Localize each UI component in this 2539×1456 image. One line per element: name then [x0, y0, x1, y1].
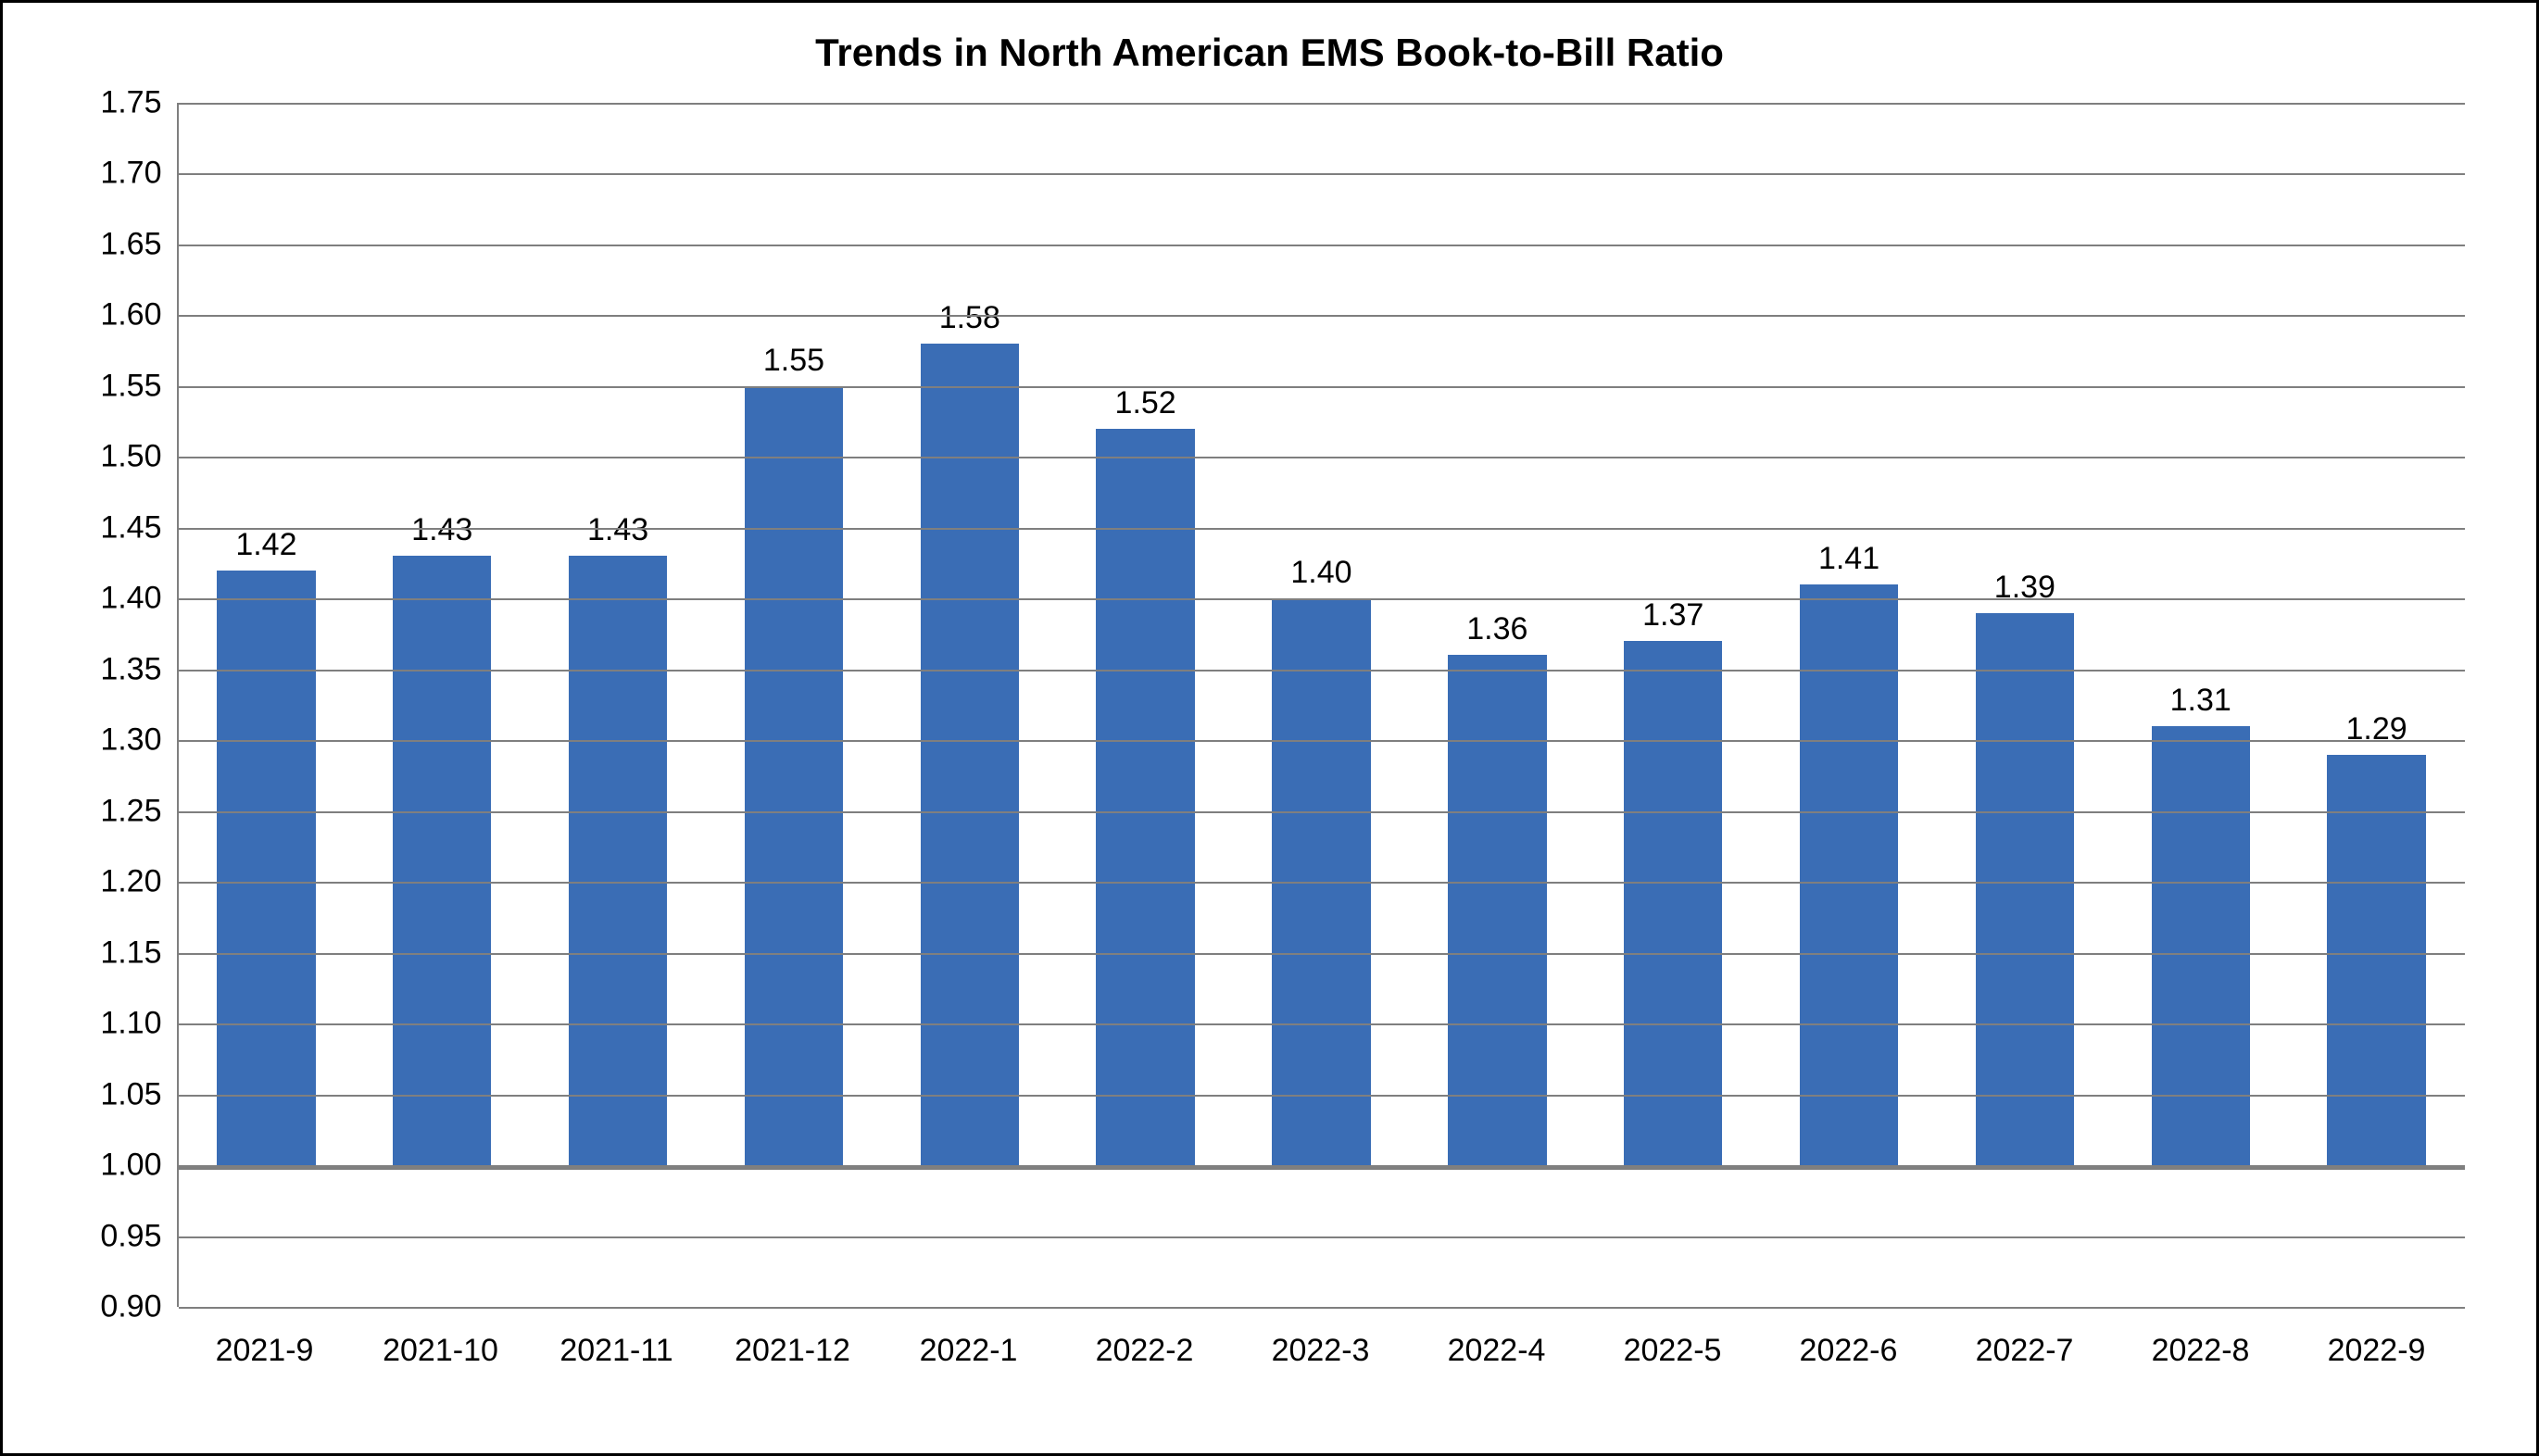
bar: 1.52: [1096, 429, 1194, 1165]
bar-value-label: 1.52: [1115, 385, 1176, 421]
x-tick-label: 2022-8: [2152, 1333, 2250, 1369]
gridline: [179, 598, 2465, 600]
bar-value-label: 1.43: [411, 512, 472, 548]
bar: 1.43: [393, 556, 491, 1165]
y-tick-label: 1.65: [100, 226, 161, 262]
x-tick-label: 2021-11: [559, 1333, 672, 1369]
x-tick-label: 2022-5: [1624, 1333, 1722, 1369]
y-tick-label: 1.55: [100, 368, 161, 404]
bars-row: 1.42 1.43 1.43 1.55 1.58 1.52 1.40 1.36 1.37 1.41…: [179, 103, 2465, 1307]
bar: 1.55: [745, 386, 843, 1165]
bar: 1.29: [2327, 755, 2425, 1166]
y-tick-label: 1.35: [100, 651, 161, 687]
gridline: [179, 386, 2465, 388]
bar-value-label: 1.55: [763, 343, 824, 379]
bar: 1.41: [1800, 584, 1898, 1165]
bar: 1.37: [1624, 641, 1722, 1165]
bar-value-label: 1.58: [939, 300, 1000, 336]
y-tick-label: 1.75: [100, 85, 161, 121]
chart-title: Trends in North American EMS Book-to-Bil…: [40, 31, 2499, 75]
x-tick-label: 2022-6: [1800, 1333, 1898, 1369]
y-tick-label: 1.15: [100, 935, 161, 971]
bar: 1.36: [1448, 655, 1546, 1165]
y-tick-label: 1.45: [100, 509, 161, 546]
bar: 1.31: [2152, 726, 2250, 1165]
chart-frame: Trends in North American EMS Book-to-Bil…: [0, 0, 2539, 1456]
y-tick-label: 1.05: [100, 1076, 161, 1112]
y-tick-label: 1.70: [100, 156, 161, 192]
bar-value-label: 1.42: [235, 527, 296, 563]
x-tick-label: 2022-1: [920, 1333, 1018, 1369]
bar-value-label: 1.40: [1290, 555, 1351, 591]
gridline: [179, 1095, 2465, 1097]
gridline: [179, 811, 2465, 813]
gridline: [179, 1307, 2465, 1309]
bar-slot: 1.39: [1976, 103, 2074, 1307]
gridline: [179, 103, 2465, 105]
gridline: [179, 670, 2465, 672]
bar-value-label: 1.43: [587, 512, 648, 548]
bar-value-label: 1.37: [1642, 597, 1703, 634]
bar-slot: 1.41: [1800, 103, 1898, 1307]
plot-area: 1.42 1.43 1.43 1.55 1.58 1.52 1.40 1.36 1.37 1.41…: [177, 103, 2465, 1307]
bar-slot: 1.37: [1624, 103, 1722, 1307]
x-axis-labels: 2021-9 2021-10 2021-11 2021-12 2022-1 2022-2 2…: [177, 1316, 2465, 1400]
gridline: [179, 528, 2465, 530]
x-tick-label: 2021-10: [383, 1333, 498, 1369]
gridline: [179, 315, 2465, 317]
y-tick-label: 0.95: [100, 1218, 161, 1254]
y-tick-label: 1.10: [100, 1006, 161, 1042]
x-tick-label: 2022-9: [2328, 1333, 2426, 1369]
gridline: [179, 173, 2465, 175]
x-tick-label: 2022-3: [1272, 1333, 1370, 1369]
bar-value-label: 1.31: [2170, 683, 2231, 719]
gridline: [179, 953, 2465, 955]
bar: 1.58: [921, 344, 1019, 1165]
chart-zone: 1.42 1.43 1.43 1.55 1.58 1.52 1.40 1.36 1.37 1.41…: [47, 84, 2493, 1400]
y-tick-label: 1.00: [100, 1148, 161, 1184]
x-tick-label: 2021-12: [735, 1333, 850, 1369]
bar: 1.42: [217, 571, 315, 1165]
bar-slot: 1.58: [921, 103, 1019, 1307]
bar: 1.39: [1976, 613, 2074, 1165]
y-tick-label: 1.30: [100, 722, 161, 759]
bar-value-label: 1.36: [1466, 611, 1527, 647]
x-tick-label: 2021-9: [216, 1333, 314, 1369]
gridline: [179, 457, 2465, 458]
y-tick-label: 1.25: [100, 793, 161, 829]
bar-slot: 1.43: [569, 103, 667, 1307]
bar-slot: 1.52: [1096, 103, 1194, 1307]
x-tick-label: 2022-4: [1448, 1333, 1546, 1369]
gridline: [179, 882, 2465, 884]
bar-slot: 1.31: [2152, 103, 2250, 1307]
bar-slot: 1.40: [1272, 103, 1370, 1307]
gridline: [179, 740, 2465, 742]
bar-slot: 1.29: [2327, 103, 2425, 1307]
bar-value-label: 1.41: [1818, 541, 1879, 577]
y-tick-label: 0.90: [100, 1289, 161, 1325]
gridline: [179, 1236, 2465, 1238]
gridline: [179, 1165, 2465, 1170]
y-tick-label: 1.40: [100, 581, 161, 617]
bar: 1.43: [569, 556, 667, 1165]
y-tick-label: 1.60: [100, 297, 161, 333]
gridline: [179, 245, 2465, 246]
y-tick-label: 1.50: [100, 439, 161, 475]
x-tick-label: 2022-7: [1976, 1333, 2074, 1369]
gridline: [179, 1023, 2465, 1025]
y-tick-label: 1.20: [100, 864, 161, 900]
x-tick-label: 2022-2: [1096, 1333, 1194, 1369]
bar-slot: 1.36: [1448, 103, 1546, 1307]
bar-slot: 1.42: [217, 103, 315, 1307]
bar-slot: 1.43: [393, 103, 491, 1307]
bar-slot: 1.55: [745, 103, 843, 1307]
